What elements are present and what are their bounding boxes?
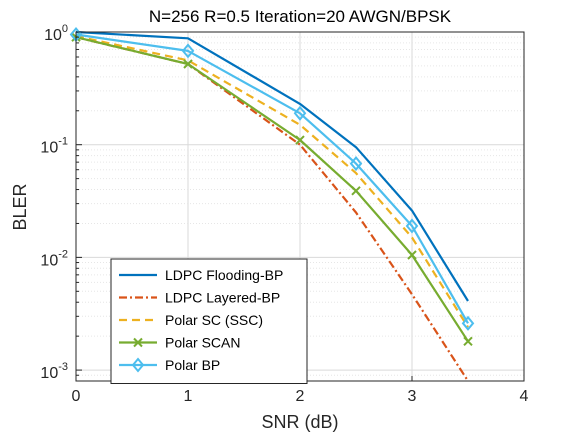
series-line — [75, 35, 469, 328]
data-point — [295, 135, 305, 145]
data-point — [183, 59, 193, 69]
y-tick-label: 10-2 — [40, 248, 68, 269]
legend-label: Polar SC (SSC) — [165, 312, 263, 328]
series-5 — [69, 26, 475, 331]
data-point — [349, 156, 363, 172]
y-tick-base: 10 — [44, 27, 62, 44]
x-marker-stroke — [133, 337, 143, 348]
x-marker-stroke — [351, 186, 361, 196]
y-tick-base: 10 — [40, 365, 58, 382]
legend-entry: Polar BP — [119, 357, 220, 373]
chart-title: N=256 R=0.5 Iteration=20 AWGN/BPSK — [149, 7, 452, 26]
y-tick-base: 10 — [40, 252, 58, 269]
data-point — [405, 218, 419, 234]
x-tick-label: 4 — [520, 388, 529, 405]
legend-entry: LDPC Layered-BP — [119, 290, 280, 306]
legend-label: Polar BP — [165, 357, 220, 373]
legend-marker — [133, 337, 143, 348]
legend-label: LDPC Layered-BP — [165, 290, 280, 306]
x-tick-label: 3 — [408, 388, 417, 405]
series-3 — [75, 35, 469, 328]
data-point — [293, 105, 307, 121]
data-point — [181, 43, 195, 59]
legend-entry: Polar SC (SSC) — [119, 312, 263, 328]
data-point — [463, 336, 473, 347]
data-point — [461, 315, 475, 331]
y-tick-exponent: -2 — [58, 248, 68, 260]
legend-entry: Polar SCAN — [119, 335, 240, 351]
y-tick-exponent: -3 — [58, 361, 68, 373]
x-marker-stroke — [183, 59, 193, 69]
y-tick-label: 10-1 — [40, 136, 68, 157]
y-tick-exponent: -1 — [58, 136, 68, 148]
y-tick-exponent: 0 — [62, 23, 68, 35]
x-marker-stroke — [407, 250, 417, 260]
data-point — [351, 186, 361, 196]
x-marker-stroke — [295, 135, 305, 145]
legend-entry: LDPC Flooding-BP — [119, 267, 283, 283]
legend: LDPC Flooding-BP LDPC Layered-BP Polar SC … — [110, 258, 308, 384]
y-tick-label: 10-3 — [40, 361, 68, 382]
series-line — [75, 30, 469, 302]
series-line — [75, 36, 469, 342]
legend-label: Polar SCAN — [165, 335, 240, 351]
legend-box — [110, 258, 308, 384]
x-tick-label: 2 — [296, 388, 305, 405]
x-axis-label: SNR (dB) — [261, 412, 338, 432]
y-tick-label: 100 — [44, 23, 68, 44]
data-point — [407, 250, 417, 260]
series-line — [75, 33, 469, 324]
x-tick-label: 1 — [184, 388, 193, 405]
y-tick-base: 10 — [40, 140, 58, 157]
x-tick-label: 0 — [72, 388, 81, 405]
legend-marker — [131, 357, 145, 373]
series-1 — [75, 30, 469, 302]
legend-label: LDPC Flooding-BP — [165, 267, 283, 283]
y-axis-label: BLER — [10, 183, 30, 230]
x-marker-stroke — [463, 336, 473, 347]
